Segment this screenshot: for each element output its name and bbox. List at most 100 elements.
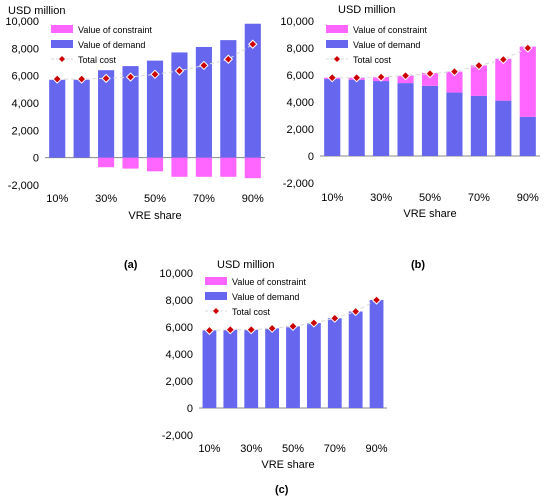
total-cost-marker-40%	[125, 72, 136, 82]
bar-demand-60%	[446, 92, 463, 156]
total-cost-marker-60%	[449, 66, 460, 77]
total-cost-marker-90%	[371, 295, 382, 305]
legend-swatch-demand	[205, 292, 227, 300]
y-tick-label: 0	[33, 153, 39, 165]
x-tick-label: 90%	[242, 193, 264, 205]
legend-label-constraint: Value of constraint	[353, 25, 427, 35]
total-cost-marker-30%	[101, 73, 111, 84]
bar-demand-80%	[220, 40, 237, 158]
y-tick-label: 0	[308, 151, 314, 163]
y-tick-label: -2,000	[283, 178, 314, 190]
bar-constraint-50%	[146, 157, 164, 172]
x-tick-label: 50%	[419, 192, 441, 204]
total-cost-marker-30%	[376, 72, 386, 82]
total-cost-marker-30%	[246, 324, 256, 335]
bar-demand-40%	[397, 83, 414, 156]
bar-demand-60%	[306, 322, 321, 408]
legend-label-constraint: Value of constraint	[232, 277, 306, 287]
panel-label: (c)	[275, 484, 289, 496]
legend-label-total: Total cost	[353, 55, 392, 65]
y-tick-label: 0	[187, 403, 193, 415]
bar-demand-10%	[202, 330, 217, 408]
bar-constraint-30%	[98, 157, 115, 168]
bar-demand-90%	[369, 300, 384, 408]
total-cost-line	[332, 47, 528, 79]
total-cost-marker-70%	[330, 313, 340, 323]
y-axis-label: USD million	[338, 4, 395, 16]
legend-marker-total	[59, 56, 65, 62]
chart-panel-c: USD million -2,000 0 2,000 4,000 6,000 8,000 10…	[159, 259, 387, 496]
bar-demand-90%	[244, 23, 261, 158]
bar-constraint-80%	[220, 157, 237, 177]
legend-swatch-constraint	[51, 25, 73, 33]
chart-panel-b: USD million -2,000 0 2,000 4,000 6,000 8,000 10…	[280, 4, 540, 271]
legend-label-demand: Value of demand	[353, 40, 420, 50]
total-cost-marker-20%	[225, 324, 236, 335]
total-cost-marker-80%	[498, 54, 509, 65]
bar-constraint-90%	[244, 157, 261, 179]
bar-constraint-50%	[421, 72, 439, 86]
x-tick-label: 70%	[193, 193, 215, 205]
bar-demand-70%	[327, 318, 342, 408]
x-tick-label: 10%	[321, 192, 343, 204]
y-tick-label: 10,000	[280, 16, 314, 28]
x-tick-label: 50%	[282, 443, 304, 455]
bar-demand-10%	[49, 79, 66, 158]
total-cost-marker-70%	[474, 60, 484, 71]
x-tick-label: 30%	[95, 193, 117, 205]
x-tick-label: 90%	[366, 443, 388, 455]
chart-panel-a: USD million -2,000 0 2,000 4,000 6,000 8,000 10…	[5, 5, 265, 271]
y-axis-label: USD million	[8, 5, 65, 17]
total-cost-marker-50%	[150, 69, 160, 80]
total-cost-marker-10%	[52, 74, 62, 84]
y-tick-label: 4,000	[286, 97, 314, 109]
y-tick-label: -2,000	[8, 180, 39, 192]
x-tick-label: 10%	[198, 443, 220, 455]
total-cost-marker-40%	[400, 70, 411, 81]
total-cost-marker-50%	[288, 321, 298, 332]
y-tick-label: 2,000	[165, 376, 193, 388]
bar-demand-40%	[265, 328, 280, 408]
x-tick-label: 30%	[240, 443, 262, 455]
y-tick-label: 6,000	[165, 322, 193, 334]
total-cost-marker-70%	[199, 60, 209, 71]
y-axis-label: USD million	[217, 259, 274, 271]
y-tick-label: 2,000	[286, 124, 314, 136]
total-cost-marker-10%	[204, 325, 215, 336]
bar-demand-40%	[122, 66, 139, 158]
legend-label-total: Total cost	[78, 55, 117, 65]
legend-marker-total	[334, 56, 340, 62]
bar-demand-80%	[348, 311, 363, 408]
bar-constraint-60%	[171, 157, 188, 177]
bar-demand-70%	[470, 95, 487, 156]
total-cost-marker-80%	[223, 54, 234, 64]
total-cost-marker-60%	[174, 66, 185, 76]
total-cost-marker-60%	[309, 318, 319, 328]
x-tick-label: 70%	[324, 443, 346, 455]
bar-demand-60%	[171, 52, 188, 158]
x-axis-label: VRE share	[261, 459, 314, 471]
bar-constraint-60%	[446, 71, 463, 93]
legend: Value of constraint Value of demand Total …	[326, 25, 427, 65]
legend-swatch-constraint	[205, 277, 227, 285]
y-tick-label: 8,000	[165, 295, 193, 307]
x-tick-label: 70%	[468, 192, 490, 204]
y-tick-label: 6,000	[11, 71, 39, 83]
y-tick-label: 2,000	[11, 125, 39, 137]
bar-demand-20%	[223, 329, 238, 408]
total-cost-marker-90%	[523, 43, 533, 53]
legend: Value of constraint Value of demand Total …	[51, 25, 152, 65]
legend-swatch-constraint	[326, 25, 348, 33]
x-tick-label: 10%	[46, 193, 68, 205]
bar-constraint-90%	[519, 46, 536, 117]
total-cost-marker-20%	[76, 74, 87, 84]
panel-label: (a)	[124, 259, 138, 271]
legend-marker-total	[213, 308, 219, 314]
bar-demand-80%	[495, 100, 512, 156]
legend-swatch-demand	[326, 40, 348, 48]
total-cost-marker-90%	[248, 39, 258, 49]
legend-label-constraint: Value of constraint	[78, 25, 152, 35]
total-cost-marker-40%	[267, 323, 277, 334]
bar-constraint-80%	[495, 58, 512, 101]
